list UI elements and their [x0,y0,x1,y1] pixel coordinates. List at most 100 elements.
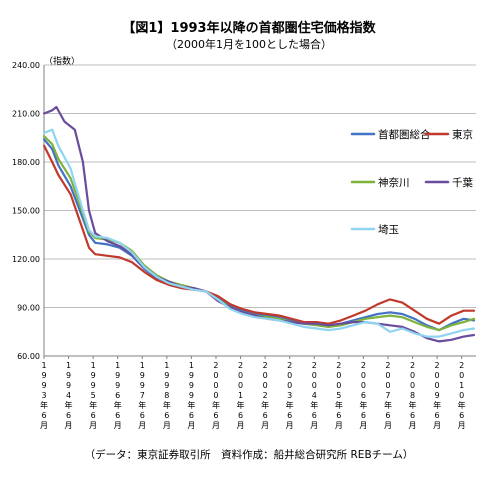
y-tick-label: 180.00 [12,158,40,167]
x-tick-char: 0 [336,371,341,380]
legend-label: 埼玉 [378,223,399,236]
x-tick-char: 6 [385,411,390,420]
x-tick-char: 2 [410,361,415,370]
x-tick-char: 6 [361,411,366,420]
x-tick-char: 0 [385,371,390,380]
grid-lines [43,64,476,357]
x-tick-char: 年 [384,400,392,410]
x-tick-char: 6 [312,411,317,420]
x-tick-char: 9 [164,371,169,380]
x-tick-char: 2 [238,361,243,370]
x-tick-char: 0 [213,391,218,400]
x-tick-char: 2 [263,391,268,400]
x-tick-char: 2 [336,361,341,370]
x-tick-char: 月 [65,421,73,430]
x-tick-char: 年 [237,400,245,410]
y-tick-label: 210.00 [12,110,40,119]
x-tick-char: 3 [287,391,292,400]
series-line-2 [42,135,476,332]
x-tick-char: 8 [164,391,169,400]
x-tick-char: 6 [164,411,169,420]
x-tick-char: 年 [359,400,367,410]
x-tick-char: 0 [435,371,440,380]
x-tick-char: 月 [409,421,417,430]
x-tick-char: 月 [384,421,392,430]
x-tick-char: 0 [213,371,218,380]
x-tick-char: 年 [310,400,318,410]
x-tick-char: 4 [312,391,317,400]
x-tick-char: 0 [238,381,243,390]
x-tick-char: 9 [66,371,71,380]
x-tick-char: 1 [164,361,169,370]
x-tick-char: 年 [409,400,417,410]
x-tick-char: 6 [41,411,46,420]
x-tick-char: 月 [187,421,195,430]
x-tick-char: 2 [287,361,292,370]
x-tick-char: 5 [91,391,96,400]
x-tick-char: 6 [115,411,120,420]
x-tick-char: 9 [140,381,145,390]
x-tick-char: 0 [410,371,415,380]
x-tick-char: 9 [115,381,120,390]
x-tick-char: 0 [263,381,268,390]
x-tick-char: 6 [213,411,218,420]
x-tick-char: 年 [163,400,171,410]
x-tick-char: 1 [189,361,194,370]
x-tick-char: 0 [435,381,440,390]
y-tick-label: 60.00 [17,352,40,361]
x-tick-char: 1 [115,361,120,370]
x-tick-char: 1 [459,381,464,390]
x-tick-char: 9 [66,381,71,390]
x-tick-char: 1 [66,361,71,370]
y-tick-label: 120.00 [12,255,40,264]
x-tick-char: 0 [263,371,268,380]
x-tick-char: 2 [213,361,218,370]
x-tick-char: 年 [89,400,97,410]
series-line-4 [42,128,476,338]
y-axis-label: （指数） [44,55,80,67]
x-tick-char: 3 [41,391,46,400]
y-tick-label: 90.00 [17,304,40,313]
x-tick-char: 0 [287,371,292,380]
x-tick-char: 0 [410,381,415,390]
x-tick-char: 6 [238,411,243,420]
x-tick-char: 0 [361,381,366,390]
x-tick-char: 6 [263,411,268,420]
x-tick-char: 月 [163,421,171,430]
y-tick-labels: 60.00 90.00 120.00 150.00 180.00 210.00 240.00 [12,61,40,361]
chart-subtitle: （2000年1月を100とした場合） [166,37,332,51]
x-tick-char: 6 [459,411,464,420]
x-tick-char: 9 [91,371,96,380]
x-tick-char: 0 [361,371,366,380]
x-tick-char: 7 [385,391,390,400]
x-tick-char: 9 [115,371,120,380]
x-tick-char: 月 [310,421,318,430]
chart-title: 【図1】1993年以降の首都圏住宅価格指数 [122,20,376,36]
series-line-3 [42,105,476,343]
x-tick-char: 9 [189,381,194,390]
x-tick-char: 8 [410,391,415,400]
x-tick-char: 9 [189,391,194,400]
x-tick-char: 年 [212,400,220,410]
x-tick-char: 2 [459,361,464,370]
x-tick-char: 年 [458,400,466,410]
x-tick-char: 2 [361,361,366,370]
y-tick-label: 150.00 [12,207,40,216]
x-tick-char: 年 [286,400,294,410]
x-tick-char: 5 [336,391,341,400]
x-tick-char: 1 [41,361,46,370]
x-tick-char: 年 [114,400,122,410]
x-tick-char: 月 [359,421,367,430]
